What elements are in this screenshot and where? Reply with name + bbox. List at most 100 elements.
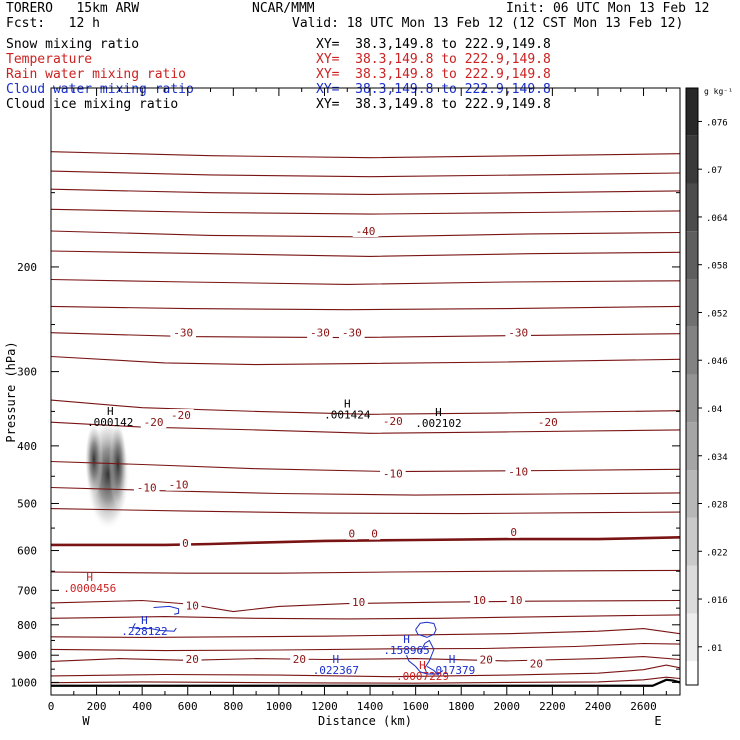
maximum-marker: H bbox=[403, 633, 410, 646]
cloud-water-contour bbox=[153, 605, 180, 615]
x-tick-label: 2000 bbox=[494, 700, 521, 713]
y-tick-label: 600 bbox=[17, 545, 37, 558]
maximum-value: .017379 bbox=[429, 664, 475, 677]
temperature-label-bg bbox=[527, 657, 546, 670]
temperature-label-bg bbox=[349, 595, 368, 608]
temperature-label-bg bbox=[140, 416, 167, 429]
maximum-value: .022367 bbox=[313, 664, 359, 677]
temperature-label: 20 bbox=[480, 653, 493, 666]
x-tick-label: 2200 bbox=[539, 700, 566, 713]
y-tick-label: 400 bbox=[17, 440, 37, 453]
temperature-contour bbox=[51, 536, 680, 547]
colorbar-segment bbox=[686, 183, 698, 232]
temperature-label-bg bbox=[168, 409, 194, 422]
colorbar-unit: g kg⁻¹ bbox=[704, 87, 733, 96]
colorbar-segment bbox=[686, 279, 698, 327]
temperature-label-bg bbox=[179, 537, 192, 550]
x-tick-label: 2600 bbox=[630, 700, 657, 713]
temperature-label-bg bbox=[170, 326, 196, 339]
temperature-label-bg bbox=[352, 224, 379, 237]
colorbar-tick-label: .076 bbox=[706, 118, 728, 128]
maximum-value: .002102 bbox=[415, 417, 461, 430]
plot-frame bbox=[50, 87, 681, 696]
maximum-marker: H bbox=[107, 405, 114, 418]
temperature-contour bbox=[51, 188, 680, 195]
temperature-label: 10 bbox=[186, 599, 199, 612]
temperature-contour bbox=[51, 614, 680, 620]
x-tick-label: 600 bbox=[178, 700, 198, 713]
snow-mixing-ratio-shading bbox=[108, 421, 127, 508]
temperature-label-bg bbox=[535, 416, 561, 429]
temperature-contour bbox=[51, 421, 680, 434]
temperature-contour bbox=[51, 628, 680, 638]
temperature-label: -20 bbox=[144, 416, 164, 429]
temperature-label-bg bbox=[508, 525, 520, 538]
temperature-label: 0 bbox=[371, 528, 378, 541]
snow-mixing-ratio-shading bbox=[84, 422, 103, 497]
valid-time: Valid: 18 UTC Mon 13 Feb 12 (12 CST Mon … bbox=[292, 16, 684, 31]
maximum-marker: H bbox=[435, 406, 442, 419]
x-tick-label: 1400 bbox=[357, 700, 384, 713]
x-tick-label: 1800 bbox=[448, 700, 475, 713]
temperature-contour bbox=[51, 599, 680, 613]
temperature-label-bg bbox=[470, 594, 489, 607]
y-tick-label: 800 bbox=[17, 619, 37, 632]
field-xy-cloud-ice: XY= 38.3,149.8 to 222.9,149.8 bbox=[316, 97, 551, 112]
colorbar-tick-label: .01 bbox=[706, 644, 722, 654]
temperature-label: -30 bbox=[508, 327, 528, 340]
maximum-marker: H bbox=[141, 614, 148, 627]
cloud-water-contour bbox=[419, 639, 435, 675]
temperature-contour bbox=[51, 208, 680, 215]
terrain-line bbox=[51, 678, 680, 687]
temperature-label-bg bbox=[506, 594, 526, 607]
cloud-water-contour bbox=[426, 665, 439, 676]
y-tick-label: 500 bbox=[17, 497, 37, 510]
field-name-rain: Rain water mixing ratio bbox=[6, 67, 187, 82]
temperature-label: -20 bbox=[383, 415, 403, 428]
colorbar-tick-label: .052 bbox=[706, 309, 728, 319]
field-xy-cloud-water: XY= 38.3,149.8 to 222.9,149.8 bbox=[316, 82, 551, 97]
x-tick-label: 1000 bbox=[266, 700, 293, 713]
colorbar-segment bbox=[686, 326, 698, 375]
temperature-contour bbox=[51, 508, 680, 515]
temperature-contour bbox=[51, 332, 680, 339]
temperature-contour bbox=[51, 399, 680, 415]
temperature-label-bg bbox=[339, 326, 365, 339]
cloud-water-contour bbox=[406, 655, 444, 675]
colorbar-segment bbox=[686, 88, 698, 136]
temperature-label-bg bbox=[380, 414, 406, 427]
colorbar-tick-label: .028 bbox=[706, 501, 728, 511]
temperature-label: -20 bbox=[171, 409, 191, 422]
temperature-label: 0 bbox=[349, 528, 356, 541]
y-tick-label: 700 bbox=[17, 584, 37, 597]
temperature-label: 0 bbox=[510, 526, 517, 539]
cloud-water-contour bbox=[132, 622, 177, 632]
temperature-label: 20 bbox=[530, 658, 543, 671]
x-tick-label: 0 bbox=[48, 700, 55, 713]
temperature-label: -30 bbox=[310, 327, 330, 340]
temperature-contour bbox=[51, 569, 680, 574]
temperature-label: 10 bbox=[509, 594, 522, 607]
temperature-label-bg bbox=[133, 481, 160, 494]
temperature-contour bbox=[51, 278, 680, 285]
field-xy-snow: XY= 38.3,149.8 to 222.9,149.8 bbox=[316, 37, 551, 52]
temperature-contour bbox=[51, 355, 680, 366]
colorbar-tick-label: .058 bbox=[706, 262, 728, 272]
colorbar-tick-label: .046 bbox=[706, 357, 728, 367]
temperature-label: 0 bbox=[182, 537, 189, 550]
temperature-label-bg bbox=[307, 326, 333, 339]
field-name-cloud-water: Cloud water mixing ratio bbox=[6, 82, 194, 97]
colorbar-tick-label: .034 bbox=[706, 453, 728, 463]
colorbar-tick-label: .04 bbox=[706, 405, 722, 415]
colorbar-segment bbox=[686, 565, 698, 614]
field-xy-temperature: XY= 38.3,149.8 to 222.9,149.8 bbox=[316, 52, 551, 67]
colorbar-segment bbox=[686, 231, 698, 280]
temperature-contour bbox=[51, 170, 680, 178]
temperature-label: -40 bbox=[356, 225, 376, 238]
temperature-label: -10 bbox=[169, 479, 189, 492]
temperature-contour bbox=[51, 460, 680, 473]
temperature-contour bbox=[51, 656, 680, 662]
temperature-label: 10 bbox=[352, 596, 365, 609]
maximum-value: .000142 bbox=[87, 416, 133, 429]
colorbar-tick-label: .064 bbox=[706, 214, 728, 224]
